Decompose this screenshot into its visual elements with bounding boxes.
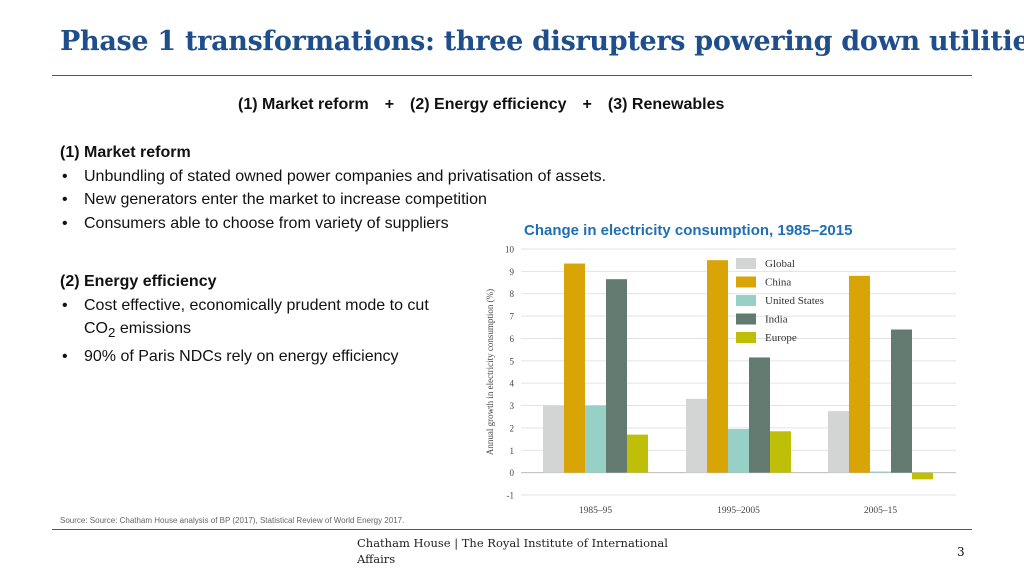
market-reform-bullets: Unbundling of stated owned power compani… [60,165,700,236]
chart-title: Change in electricity consumption, 1985–… [524,222,853,239]
co2-subscript: 2 [108,325,116,341]
electricity-consumption-chart: -1 0 1 2 3 4 5 6 7 8 9 10 Annual growth in electrici… [485,245,956,516]
y-tick-label: 7 [510,312,515,322]
bullet-item: Consumers able to choose from variety of… [60,212,700,236]
legend-swatch [736,276,756,288]
bar-europe [627,434,648,473]
bar-china [707,260,728,473]
y-tick-label: -1 [507,491,515,501]
energy-efficiency-section: (2) Energy efficiency Cost effective, ec… [60,270,460,368]
energy-efficiency-bullets: Cost effective, economically prudent mod… [60,294,460,369]
bar-global [686,398,707,473]
equation-term-market-reform: (1) Market reform [238,96,369,113]
x-category-label: 1995–2005 [717,506,760,516]
bar-india [891,329,912,473]
equation-plus: + [384,96,395,113]
page-number: 3 [957,545,965,559]
market-reform-heading: (1) Market reform [60,144,191,161]
equation-plus: + [582,96,592,113]
bar-europe [912,472,933,480]
bar-united-states [585,405,606,473]
legend-swatch [736,313,756,325]
legend-label: Global [765,258,795,270]
legend-label: China [765,277,791,289]
y-axis-label: Annual growth in electricity consumption… [485,289,495,455]
title-rest-part: three disrupters powering down utilities [443,26,1024,57]
title-bold-part: Phase 1 transformations: [60,26,435,57]
equation-term-renewables: (3) Renewables [607,96,725,113]
bar-china [849,275,870,473]
legend-label: India [765,314,788,326]
legend-label: United States [765,295,824,307]
bar-united-states [728,429,749,473]
disrupters-equation: (1) Market reform + (2) Energy efficiency +… [238,96,724,114]
y-tick-label: 8 [510,289,515,299]
y-tick-label: 10 [505,245,515,255]
y-tick-label: 9 [510,267,515,277]
source-note: Source: Source: Chatham House analysis o… [60,516,405,525]
bullet-item: Unbundling of stated owned power compani… [60,165,700,189]
legend-label: Europe [765,332,797,344]
bar-china [564,263,585,473]
co2-text: Cost effective, economically prudent mod… [84,296,429,338]
bullet-item: 90% of Paris NDCs rely on energy efficie… [60,345,460,369]
co2-text-end: emissions [115,320,191,337]
legend-swatch [736,295,756,306]
bar-global [543,405,564,473]
footer-organization: Chatham House | The Royal Institute of I… [357,536,668,566]
y-tick-label: 2 [510,423,515,433]
legend-swatch [736,258,756,269]
y-tick-label: 1 [510,446,515,456]
bar-united-states [870,471,891,473]
market-reform-section: (1) Market reform Unbundling of stated o… [60,141,700,235]
bullet-item: New generators enter the market to incre… [60,188,700,212]
slide-title: Phase 1 transformations: three disrupter… [60,26,1024,57]
x-category-label: 1985–95 [579,506,613,516]
bar-global [828,411,849,473]
equation-term-energy-efficiency: (2) Energy efficiency [410,96,567,113]
legend-swatch [736,332,756,343]
bar-india [749,357,770,473]
bar-europe [770,431,791,473]
top-divider [52,75,972,76]
y-tick-label: 5 [510,356,515,366]
y-tick-label: 0 [510,468,515,478]
y-tick-label: 4 [510,379,515,389]
bullet-item: Cost effective, economically prudent mod… [60,294,460,345]
bar-india [606,279,627,473]
bottom-divider [52,529,972,530]
y-tick-label: 3 [510,401,515,411]
x-category-label: 2005–15 [864,506,898,516]
energy-efficiency-heading: (2) Energy efficiency [60,273,217,290]
y-tick-label: 6 [510,334,515,344]
